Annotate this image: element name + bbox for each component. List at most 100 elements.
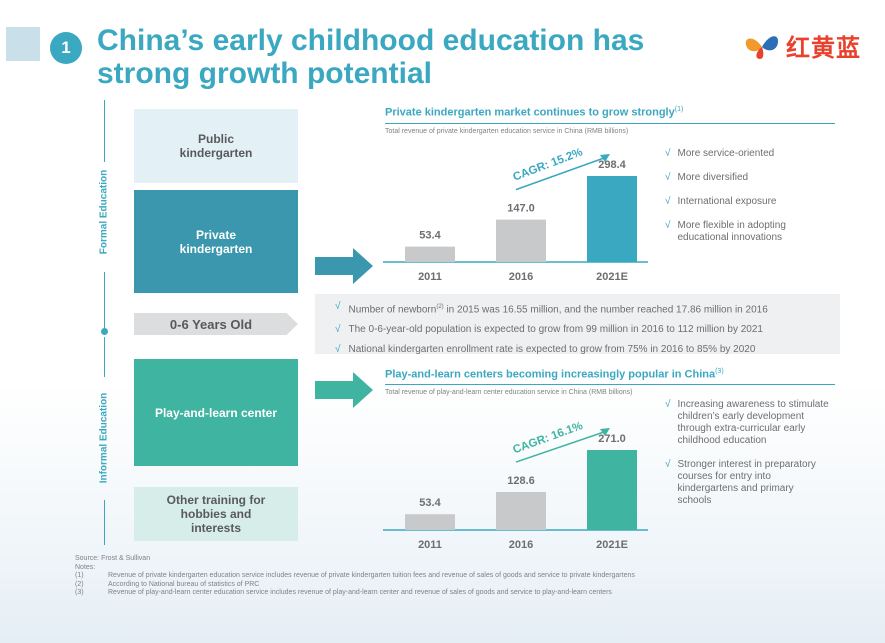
bar-2011	[405, 246, 455, 262]
list-item: √ Increasing awareness to stimulate child…	[665, 399, 830, 447]
footnote-row: (3) Revenue of play-and-learn center educ…	[75, 589, 735, 598]
footnote-key: (1)	[75, 572, 84, 579]
bar-value-label: 53.4	[419, 497, 441, 509]
check-icon: √	[665, 172, 671, 183]
play-panel-subtitle: Total revenue of play-and-learn center e…	[385, 389, 633, 396]
bar-2016	[496, 219, 546, 262]
informal-line-top	[104, 337, 105, 377]
private-benefits-list: √ More service-oriented √ More diversified…	[665, 148, 825, 244]
source-note: Source: Frost & Sullivan	[75, 555, 151, 562]
fact-note: (2)	[436, 304, 444, 310]
play-panel-title-note: (3)	[715, 368, 724, 375]
check-icon: √	[665, 459, 671, 470]
bar-value-label: 271.0	[598, 433, 626, 445]
public-kindergarten-box: Public kindergarten	[134, 109, 298, 183]
check-icon: √	[665, 196, 671, 207]
page-title-line1: China’s early childhood education has	[97, 24, 645, 57]
bar-value-label: 298.4	[598, 159, 626, 171]
age-range-label: 0-6 Years Old	[134, 313, 298, 335]
list-item-text: More diversified	[677, 172, 749, 183]
check-icon: √	[665, 399, 671, 410]
bar-2016	[496, 492, 546, 530]
population-facts-band: √ Number of newborn(2) in 2015 was 16.55 …	[315, 294, 840, 355]
footnote-text: Revenue of play-and-learn center educati…	[108, 589, 612, 596]
footnote-text: Revenue of private kindergarten educatio…	[108, 572, 635, 579]
fact-text: The 0-6-year-old population is expected …	[348, 324, 764, 336]
timeline-dot	[101, 328, 108, 335]
formal-education-label: Formal Education	[98, 169, 110, 255]
list-item-text: More flexible in adopting educational in…	[677, 220, 786, 243]
bar-2021E	[587, 176, 637, 262]
fact-text-part: in 2015 was 16.55 million, and the numbe…	[443, 304, 768, 316]
list-item: √ More service-oriented	[665, 148, 825, 160]
category-tick-label: 2021E	[596, 539, 628, 551]
play-benefits-list: √ Increasing awareness to stimulate child…	[665, 399, 830, 507]
category-tick-label: 2021E	[596, 271, 628, 283]
fact-row: √ The 0-6-year-old population is expected…	[335, 320, 840, 340]
bar-2021E	[587, 450, 637, 530]
cagr-arrow-line	[515, 157, 605, 191]
private-panel-rule	[385, 123, 835, 124]
cagr-arrow-head-icon	[600, 428, 610, 436]
play-and-learn-box: Play-and-learn center	[134, 359, 298, 466]
arrow-right-icon	[315, 248, 373, 284]
formal-line-bottom	[104, 272, 105, 330]
bar-value-label: 53.4	[419, 230, 441, 242]
list-item-text: Stronger interest in preparatory courses…	[677, 459, 816, 506]
list-item: √ Stronger interest in preparatory course…	[665, 459, 830, 507]
bar-value-label: 147.0	[507, 203, 535, 215]
private-panel-subtitle: Total revenue of private kindergarten ed…	[385, 128, 629, 135]
private-kindergarten-box: Private kindergarten	[134, 190, 298, 293]
list-item: √ More diversified	[665, 172, 825, 184]
cagr-arrow-head-icon	[600, 154, 610, 162]
company-logo: 红黄蓝	[742, 28, 861, 63]
list-item-text: International exposure	[677, 196, 777, 207]
play-panel-title: Play-and-learn centers becoming increasi…	[385, 368, 724, 381]
list-item: √ More flexible in adopting educational i…	[665, 220, 825, 244]
fact-row: √ Number of newborn(2) in 2015 was 16.55 …	[335, 297, 840, 320]
footnote-row: (2) According to National bureau of stati…	[75, 581, 735, 590]
fact-text-part: Number of newborn	[348, 304, 437, 316]
category-tick-label: 2016	[509, 271, 533, 283]
play-panel-title-text: Play-and-learn centers becoming increasi…	[385, 368, 716, 381]
logo-text: 红黄蓝	[786, 35, 861, 62]
check-icon: √	[335, 301, 341, 312]
page-title-line2: strong growth potential	[97, 57, 432, 90]
list-item: √ International exposure	[665, 196, 825, 208]
footnote-key: (3)	[75, 589, 84, 596]
footnote-row: (1) Revenue of private kindergarten educa…	[75, 572, 735, 581]
bar-value-label: 128.6	[507, 475, 535, 487]
notes-label: Notes:	[75, 563, 96, 571]
play-panel-rule	[385, 384, 835, 385]
list-item-text: Increasing awareness to stimulate childr…	[677, 399, 829, 446]
bar-2011	[405, 514, 455, 530]
check-icon: √	[665, 220, 671, 231]
footnote-text: According to National bureau of statisti…	[108, 580, 260, 588]
formal-line-top	[104, 100, 105, 162]
private-panel-title-text: Private kindergarten market continues to…	[385, 106, 675, 119]
category-tick-label: 2011	[418, 539, 442, 551]
check-icon: √	[335, 324, 341, 336]
private-panel-title: Private kindergarten market continues to…	[385, 106, 683, 119]
list-item-text: More service-oriented	[677, 148, 775, 159]
fact-text: National kindergarten enrollment rate is…	[348, 344, 756, 356]
other-training-box: Other training for hobbies and interests	[134, 487, 298, 541]
decorative-square	[6, 27, 40, 61]
check-icon: √	[335, 344, 341, 356]
category-tick-label: 2016	[509, 539, 533, 551]
fact-text: Number of newborn(2) in 2015 was 16.55 m…	[349, 297, 768, 320]
informal-education-label: Informal Education	[98, 392, 110, 484]
private-panel-title-note: (1)	[674, 106, 684, 113]
page-title: China’s early childhood education has st…	[97, 24, 717, 90]
category-tick-label: 2011	[418, 271, 442, 283]
arrow-right-icon	[315, 372, 373, 408]
section-number-badge: 1	[50, 32, 82, 64]
cagr-arrow-line	[515, 431, 605, 463]
footnotes: Source: Frost & Sullivan Notes: (1) Reven…	[75, 555, 735, 598]
fact-row: √ National kindergarten enrollment rate i…	[335, 340, 840, 360]
footnote-key: (2)	[75, 580, 84, 588]
check-icon: √	[665, 148, 671, 159]
butterfly-logo-icon	[745, 35, 778, 59]
